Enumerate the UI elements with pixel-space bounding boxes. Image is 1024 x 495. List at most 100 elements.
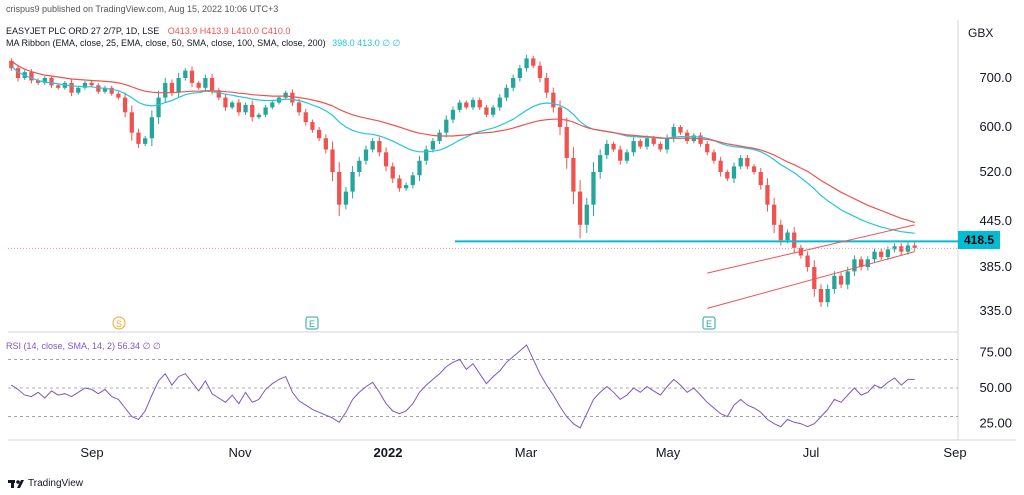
- rsi-pane: 25.00 50.00 75.00: [8, 344, 1012, 431]
- candle-body: [49, 78, 54, 86]
- candle-body: [310, 122, 315, 130]
- candle-body: [544, 78, 549, 93]
- candle-body: [350, 172, 355, 192]
- event-marker-label: E: [706, 319, 712, 329]
- candle-body: [343, 191, 349, 205]
- candle-body: [296, 102, 302, 113]
- candle-body: [403, 185, 409, 189]
- candles-group: [9, 54, 917, 307]
- candle-body: [410, 175, 415, 186]
- candle-body: [283, 92, 288, 98]
- candle-body: [644, 138, 650, 147]
- candle-body: [223, 97, 228, 108]
- candle-body: [464, 102, 469, 108]
- candle-body: [664, 138, 670, 150]
- event-marker-label: E: [309, 319, 315, 329]
- candle-body: [56, 85, 61, 88]
- price-axis: 335.0 385.0 445.0 520.0 600.0 700.0: [979, 70, 1012, 318]
- wedge-upper-line: [707, 224, 915, 274]
- candle-body: [230, 102, 235, 108]
- candle-body: [243, 104, 248, 113]
- candle-body: [805, 255, 810, 267]
- candle-body: [497, 97, 502, 108]
- candle-body: [363, 149, 369, 161]
- candle-body: [517, 68, 523, 78]
- event-marker-label: S: [116, 319, 122, 329]
- event-marker-shape: [112, 316, 126, 330]
- candle-body: [337, 172, 342, 205]
- candle-body: [624, 152, 630, 161]
- candle-body: [450, 109, 456, 120]
- symbol-label: EASYJET PLC ORD 27 2/7P, 1D, LSE: [6, 26, 160, 36]
- wedge-lower-line: [707, 251, 915, 309]
- candle-body: [9, 60, 14, 69]
- rsi-label: RSI (14, close, SMA, 14, 2) 56.34 ∅ ∅: [6, 341, 161, 351]
- candle-body: [745, 157, 750, 167]
- event-marker: E: [305, 316, 319, 330]
- ema-50-line: [10, 60, 915, 224]
- rsi-tick-label: 25.00: [979, 416, 1012, 431]
- tradingview-logo-icon: [8, 479, 24, 488]
- candle-body: [323, 138, 328, 150]
- candle-body: [490, 107, 496, 115]
- candle-body: [29, 72, 34, 81]
- candle-body: [390, 166, 395, 179]
- currency-label: GBX: [968, 26, 994, 40]
- price-tick-label: 445.0: [979, 213, 1012, 228]
- candle-body: [330, 149, 335, 172]
- price-tick-label: 700.0: [979, 70, 1012, 85]
- candle-body: [631, 141, 636, 153]
- candle-body: [758, 172, 763, 186]
- candle-body: [511, 78, 516, 88]
- time-tick-label: May: [656, 445, 681, 460]
- candle-body: [42, 78, 47, 83]
- ohlc-values: O413.9 H413.9 L410.0 C410.0: [167, 26, 291, 36]
- moving-averages: [10, 60, 915, 234]
- candle-body: [771, 204, 777, 225]
- candle-body: [845, 271, 850, 285]
- candle-body: [892, 246, 897, 250]
- candle-body: [209, 78, 215, 91]
- candle-body: [751, 166, 757, 172]
- candle-body: [832, 275, 837, 289]
- candle-body: [618, 149, 623, 161]
- time-tick-label: Nov: [228, 445, 252, 460]
- candle-body: [250, 104, 255, 118]
- event-marker-shape: [702, 316, 716, 330]
- candle-body: [524, 58, 529, 69]
- candle-body: [76, 87, 81, 93]
- candle-body: [424, 149, 429, 161]
- candle-body: [457, 102, 462, 110]
- candle-body: [122, 97, 128, 113]
- rsi-tick-label: 50.00: [979, 380, 1012, 395]
- time-tick-label: Jul: [803, 445, 820, 460]
- candle-body: [858, 259, 864, 267]
- candle-body: [377, 141, 382, 153]
- candle-body: [35, 80, 41, 83]
- candle-body: [89, 82, 94, 86]
- candle-body: [69, 82, 74, 93]
- candle-body: [236, 102, 241, 113]
- candle-body: [290, 92, 295, 103]
- rsi-line: [11, 344, 915, 429]
- event-marker: S: [112, 316, 126, 330]
- candle-body: [731, 166, 737, 179]
- candle-body: [116, 93, 121, 98]
- candle-body: [531, 58, 536, 66]
- candle-body: [718, 160, 723, 172]
- ma-ribbon-values: 398.0 413.0 ∅ ∅: [332, 38, 401, 48]
- candle-body: [658, 143, 663, 150]
- candle-body: [785, 232, 790, 241]
- candle-body: [638, 141, 643, 147]
- ema-25-line: [10, 65, 915, 234]
- candle-body: [129, 112, 134, 133]
- candle-body: [96, 85, 101, 92]
- candle-body: [705, 143, 710, 153]
- candle-body: [15, 68, 21, 78]
- price-tick-label: 335.0: [979, 303, 1012, 318]
- candle-body: [577, 191, 583, 225]
- candle-body: [812, 267, 817, 289]
- candle-body: [270, 102, 275, 108]
- candle-body: [216, 90, 221, 98]
- candle-body: [551, 92, 556, 108]
